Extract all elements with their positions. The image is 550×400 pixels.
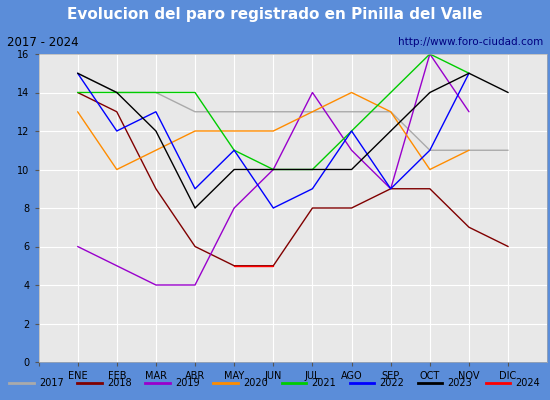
- Text: 2024: 2024: [516, 378, 541, 388]
- Text: 2017 - 2024: 2017 - 2024: [7, 36, 78, 48]
- Text: http://www.foro-ciudad.com: http://www.foro-ciudad.com: [398, 37, 543, 47]
- Text: 2018: 2018: [107, 378, 132, 388]
- Text: 2020: 2020: [244, 378, 268, 388]
- Text: 2023: 2023: [448, 378, 472, 388]
- Text: Evolucion del paro registrado en Pinilla del Valle: Evolucion del paro registrado en Pinilla…: [67, 8, 483, 22]
- Text: 2021: 2021: [311, 378, 336, 388]
- Text: 2019: 2019: [175, 378, 200, 388]
- Text: 2017: 2017: [39, 378, 64, 388]
- Text: 2022: 2022: [379, 378, 404, 388]
